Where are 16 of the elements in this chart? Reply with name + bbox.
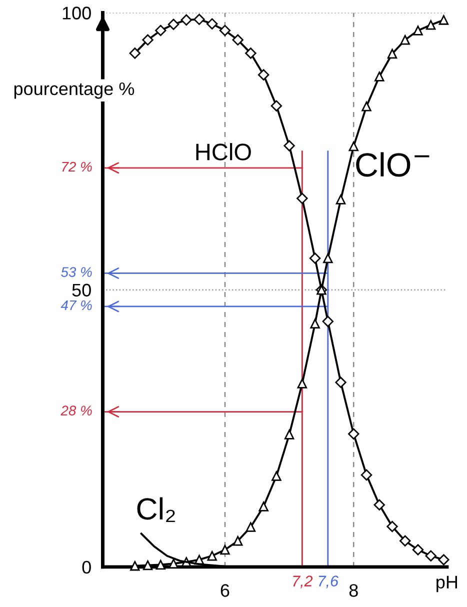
annotation: HClO bbox=[196, 143, 251, 160]
annotation: Cl₂ bbox=[137, 497, 175, 522]
ref-line-label: 72 % bbox=[62, 162, 92, 172]
ref-line-label: 7,6 bbox=[318, 576, 339, 588]
ref-line-label: 28 % bbox=[60, 406, 92, 416]
y-tick-label: 100 bbox=[62, 6, 91, 20]
x-axis-title: pH bbox=[436, 576, 457, 592]
y-tick-label: 50 bbox=[72, 284, 91, 297]
y-tick-label: 0 bbox=[82, 560, 91, 574]
y-axis-title: pourcentage % bbox=[14, 82, 134, 99]
ref-line-label: 47 % bbox=[60, 300, 92, 310]
ref-line-label: 53 % bbox=[61, 267, 92, 277]
annotation: ClO$^{−}$ bbox=[356, 152, 430, 177]
x-tick-label: 8 bbox=[349, 584, 358, 597]
ref-line-label: 7,2 bbox=[293, 576, 313, 588]
x-tick-label: 6 bbox=[220, 584, 230, 597]
